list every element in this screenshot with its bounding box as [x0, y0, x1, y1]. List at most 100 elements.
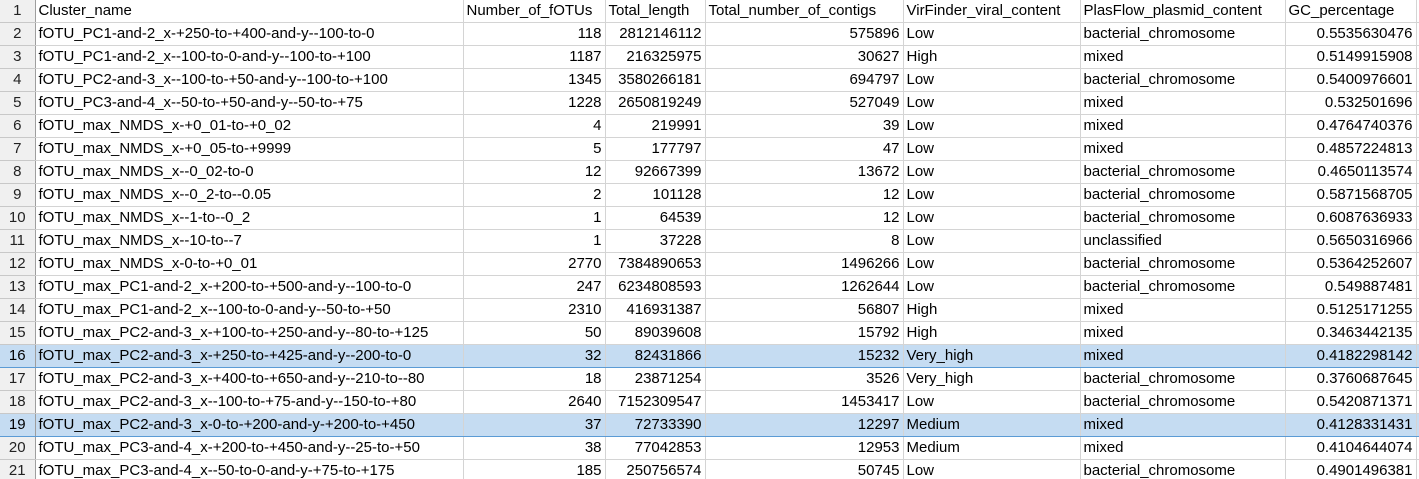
cell-number-of-fotus[interactable]: 247 — [463, 275, 606, 299]
cell-gc-percentage[interactable]: 0.5125171255 — [1285, 298, 1417, 322]
cell-virfinder[interactable]: Low — [903, 275, 1081, 299]
overflow-cell[interactable] — [1416, 459, 1419, 479]
row-header[interactable]: 20 — [0, 436, 36, 460]
cell-total-number-of-contigs[interactable]: 527049 — [705, 91, 904, 115]
header-cell-total-number-of-contigs[interactable]: Total_number_of_contigs — [705, 0, 904, 23]
cell-total-number-of-contigs[interactable]: 1453417 — [705, 390, 904, 414]
cell-virfinder[interactable]: Low — [903, 22, 1081, 46]
cell-total-length[interactable]: 64539 — [605, 206, 706, 230]
cell-plasflow[interactable]: bacterial_chromosome — [1080, 459, 1286, 479]
cell-cluster-name[interactable]: fOTU_max_NMDS_x--0_02-to-0 — [35, 160, 464, 184]
cell-total-number-of-contigs[interactable]: 575896 — [705, 22, 904, 46]
header-cell-total-length[interactable]: Total_length — [605, 0, 706, 23]
cell-number-of-fotus[interactable]: 1187 — [463, 45, 606, 69]
cell-gc-percentage[interactable]: 0.5650316966 — [1285, 229, 1417, 253]
cell-total-number-of-contigs[interactable]: 15232 — [705, 344, 904, 368]
header-cell-gc-percentage[interactable]: GC_percentage — [1285, 0, 1417, 23]
cell-total-number-of-contigs[interactable]: 1262644 — [705, 275, 904, 299]
cell-total-number-of-contigs[interactable]: 12297 — [705, 413, 904, 437]
cell-cluster-name[interactable]: fOTU_max_PC1-and-2_x-+200-to-+500-and-y-… — [35, 275, 464, 299]
cell-cluster-name[interactable]: fOTU_max_NMDS_x-+0_05-to-+9999 — [35, 137, 464, 161]
cell-total-number-of-contigs[interactable]: 3526 — [705, 367, 904, 391]
row-header[interactable]: 6 — [0, 114, 36, 138]
overflow-cell[interactable] — [1416, 229, 1419, 253]
cell-cluster-name[interactable]: fOTU_max_PC2-and-3_x-0-to-+200-and-y-+20… — [35, 413, 464, 437]
row-header[interactable]: 4 — [0, 68, 36, 92]
row-header[interactable]: 14 — [0, 298, 36, 322]
row-header[interactable]: 2 — [0, 22, 36, 46]
cell-virfinder[interactable]: Low — [903, 68, 1081, 92]
row-header[interactable]: 1 — [0, 0, 36, 23]
cell-total-length[interactable]: 23871254 — [605, 367, 706, 391]
row-header[interactable]: 18 — [0, 390, 36, 414]
overflow-cell[interactable] — [1416, 114, 1419, 138]
cell-gc-percentage[interactable]: 0.4764740376 — [1285, 114, 1417, 138]
cell-gc-percentage[interactable]: 0.532501696 — [1285, 91, 1417, 115]
cell-virfinder[interactable]: Low — [903, 229, 1081, 253]
cell-virfinder[interactable]: Low — [903, 183, 1081, 207]
cell-cluster-name[interactable]: fOTU_max_NMDS_x-0-to-+0_01 — [35, 252, 464, 276]
cell-plasflow[interactable]: bacterial_chromosome — [1080, 68, 1286, 92]
row-header[interactable]: 15 — [0, 321, 36, 345]
cell-virfinder[interactable]: Low — [903, 459, 1081, 479]
cell-gc-percentage[interactable]: 0.5364252607 — [1285, 252, 1417, 276]
cell-gc-percentage[interactable]: 0.549887481 — [1285, 275, 1417, 299]
cell-cluster-name[interactable]: fOTU_max_PC3-and-4_x--50-to-0-and-y-+75-… — [35, 459, 464, 479]
overflow-cell[interactable] — [1416, 45, 1419, 69]
cell-plasflow[interactable]: bacterial_chromosome — [1080, 22, 1286, 46]
cell-gc-percentage[interactable]: 0.4857224813 — [1285, 137, 1417, 161]
cell-plasflow[interactable]: bacterial_chromosome — [1080, 390, 1286, 414]
cell-plasflow[interactable]: mixed — [1080, 45, 1286, 69]
cell-cluster-name[interactable]: fOTU_max_NMDS_x--10-to--7 — [35, 229, 464, 253]
cell-plasflow[interactable]: mixed — [1080, 413, 1286, 437]
cell-virfinder[interactable]: Very_high — [903, 344, 1081, 368]
cell-plasflow[interactable]: mixed — [1080, 298, 1286, 322]
cell-cluster-name[interactable]: fOTU_max_NMDS_x--0_2-to--0.05 — [35, 183, 464, 207]
cell-total-length[interactable]: 77042853 — [605, 436, 706, 460]
cell-virfinder[interactable]: Low — [903, 390, 1081, 414]
row-header[interactable]: 8 — [0, 160, 36, 184]
cell-plasflow[interactable]: mixed — [1080, 91, 1286, 115]
cell-gc-percentage[interactable]: 0.5149915908 — [1285, 45, 1417, 69]
cell-total-length[interactable]: 82431866 — [605, 344, 706, 368]
overflow-cell[interactable] — [1416, 436, 1419, 460]
cell-total-length[interactable]: 92667399 — [605, 160, 706, 184]
overflow-cell[interactable] — [1416, 252, 1419, 276]
row-header[interactable]: 13 — [0, 275, 36, 299]
cell-total-length[interactable]: 216325975 — [605, 45, 706, 69]
row-header[interactable]: 3 — [0, 45, 36, 69]
cell-total-number-of-contigs[interactable]: 13672 — [705, 160, 904, 184]
cell-plasflow[interactable]: bacterial_chromosome — [1080, 252, 1286, 276]
cell-total-length[interactable]: 7384890653 — [605, 252, 706, 276]
overflow-cell[interactable] — [1416, 344, 1419, 368]
cell-gc-percentage[interactable]: 0.4182298142 — [1285, 344, 1417, 368]
cell-plasflow[interactable]: bacterial_chromosome — [1080, 160, 1286, 184]
cell-total-length[interactable]: 2650819249 — [605, 91, 706, 115]
overflow-cell[interactable] — [1416, 206, 1419, 230]
row-header[interactable]: 19 — [0, 413, 36, 437]
cell-total-number-of-contigs[interactable]: 30627 — [705, 45, 904, 69]
cell-gc-percentage[interactable]: 0.5420871371 — [1285, 390, 1417, 414]
cell-plasflow[interactable]: bacterial_chromosome — [1080, 206, 1286, 230]
cell-number-of-fotus[interactable]: 37 — [463, 413, 606, 437]
cell-number-of-fotus[interactable]: 12 — [463, 160, 606, 184]
cell-plasflow[interactable]: bacterial_chromosome — [1080, 275, 1286, 299]
cell-gc-percentage[interactable]: 0.3760687645 — [1285, 367, 1417, 391]
cell-cluster-name[interactable]: fOTU_max_PC2-and-3_x--100-to-+75-and-y--… — [35, 390, 464, 414]
cell-total-length[interactable]: 6234808593 — [605, 275, 706, 299]
cell-gc-percentage[interactable]: 0.4104644074 — [1285, 436, 1417, 460]
cell-total-length[interactable]: 72733390 — [605, 413, 706, 437]
cell-gc-percentage[interactable]: 0.3463442135 — [1285, 321, 1417, 345]
overflow-cell[interactable] — [1416, 160, 1419, 184]
overflow-cell[interactable] — [1416, 275, 1419, 299]
cell-total-number-of-contigs[interactable]: 47 — [705, 137, 904, 161]
cell-number-of-fotus[interactable]: 2640 — [463, 390, 606, 414]
cell-cluster-name[interactable]: fOTU_max_PC3-and-4_x-+200-to-+450-and-y-… — [35, 436, 464, 460]
cell-gc-percentage[interactable]: 0.5400976601 — [1285, 68, 1417, 92]
cell-virfinder[interactable]: Low — [903, 160, 1081, 184]
overflow-cell[interactable] — [1416, 22, 1419, 46]
cell-virfinder[interactable]: Low — [903, 252, 1081, 276]
cell-total-number-of-contigs[interactable]: 12 — [705, 183, 904, 207]
row-header[interactable]: 12 — [0, 252, 36, 276]
